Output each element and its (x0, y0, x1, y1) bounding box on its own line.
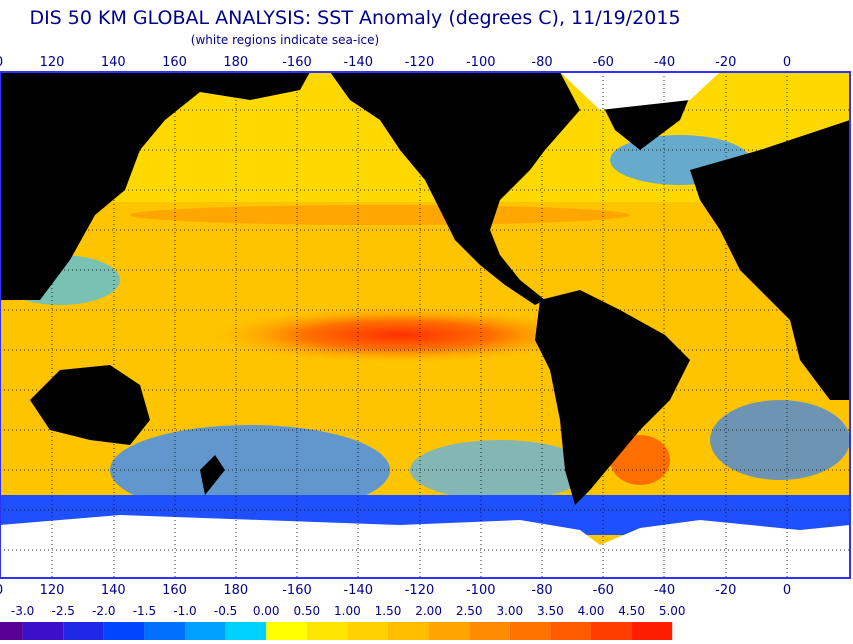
longitude-label: -40 (654, 55, 675, 70)
colorbar-label: 3.50 (537, 604, 564, 618)
color-swatch (103, 622, 145, 640)
colorbar-label: 3.00 (496, 604, 523, 618)
color-swatch (388, 622, 429, 640)
longitude-label: 180 (223, 583, 248, 598)
color-swatch (469, 622, 510, 640)
title: DIS 50 KM GLOBAL ANALYSIS: SST Anomaly (… (29, 7, 680, 29)
subtitle: (white regions indicate sea-ice) (191, 33, 379, 47)
longitude-label: 160 (162, 583, 187, 598)
longitude-label: -20 (715, 55, 736, 70)
longitude-label: -40 (654, 583, 675, 598)
colorbar-label: 0.00 (253, 604, 280, 618)
colorbar-label: 4.50 (618, 604, 645, 618)
colorbar-label: 2.00 (415, 604, 442, 618)
colorbar-label: -0.5 (214, 604, 237, 618)
color-swatch (185, 622, 226, 640)
longitude-label: 120 (40, 55, 65, 70)
color-swatch (428, 622, 470, 640)
color-swatch (266, 622, 307, 640)
colorbar-label: -1.5 (133, 604, 156, 618)
color-swatch (509, 622, 551, 640)
longitude-axis: 100 100 120 120 140 140 160 160 180 180 -160 -160 -1… (0, 55, 791, 598)
longitude-label: -160 (282, 583, 312, 598)
colorbar-label: 1.50 (375, 604, 402, 618)
colorbar: -3.5-3.0-2.5-2.0-1.5-1.0-0.50.000.501.00… (0, 604, 686, 640)
color-swatch (550, 622, 591, 640)
color-swatch (306, 622, 348, 640)
colorbar-label: -1.0 (173, 604, 196, 618)
colorbar-label: 0.50 (293, 604, 320, 618)
longitude-label: -100 (466, 55, 496, 70)
longitude-label: -120 (405, 55, 435, 70)
color-swatch (347, 622, 388, 640)
colorbar-label: 1.00 (334, 604, 361, 618)
longitude-label: 140 (101, 583, 126, 598)
color-swatch (225, 622, 267, 640)
color-swatch (631, 622, 673, 640)
longitude-label: -60 (593, 583, 614, 598)
colorbar-label: -3.0 (11, 604, 34, 618)
longitude-label: 100 (0, 583, 3, 598)
colorbar-label: 4.00 (578, 604, 605, 618)
colorbar-label: -2.0 (92, 604, 115, 618)
color-swatch (0, 622, 23, 640)
longitude-label: 100 (0, 55, 3, 70)
longitude-label: -60 (593, 55, 614, 70)
longitude-label: 160 (162, 55, 187, 70)
colorbar-label: -2.5 (51, 604, 74, 618)
longitude-label: -140 (343, 583, 373, 598)
longitude-label: -80 (531, 55, 552, 70)
color-swatch (144, 622, 185, 640)
longitude-label: 180 (223, 55, 248, 70)
longitude-label: 0 (783, 583, 791, 598)
longitude-label: -20 (715, 583, 736, 598)
longitude-label: -80 (531, 583, 552, 598)
color-swatch (63, 622, 104, 640)
longitude-label: 120 (40, 583, 65, 598)
longitude-label: -160 (282, 55, 312, 70)
longitude-label: 140 (101, 55, 126, 70)
colorbar-label: 2.50 (456, 604, 483, 618)
color-swatch (591, 622, 632, 640)
longitude-label: -120 (405, 583, 435, 598)
longitude-label: -140 (343, 55, 373, 70)
map (0, 71, 851, 579)
longitude-label: 0 (783, 55, 791, 70)
longitude-label: -100 (466, 583, 496, 598)
color-swatch (22, 622, 64, 640)
colorbar-label: 5.00 (659, 604, 686, 618)
